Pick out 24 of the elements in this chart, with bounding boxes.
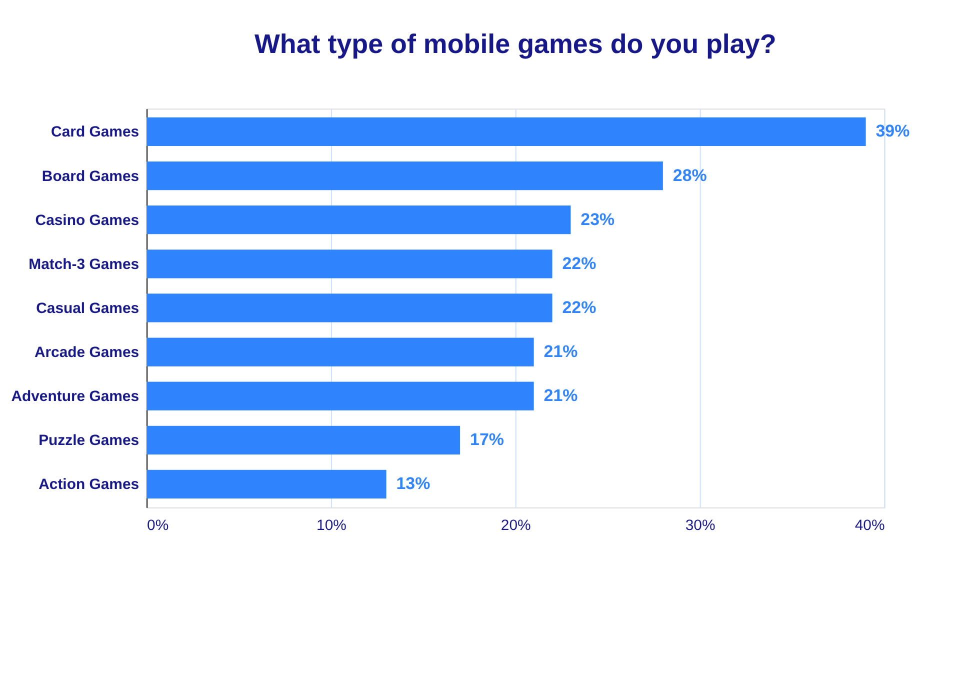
chart-title: What type of mobile games do you play? [254,28,776,59]
y-tick-label: Card Games [51,124,140,141]
data-label: 13% [396,474,430,494]
x-tick-label: 30% [685,516,716,534]
data-label: 28% [672,166,707,185]
data-label: 23% [580,210,615,229]
y-tick-label: Casual Games [36,300,140,317]
y-tick-label: Action Games [38,476,140,494]
x-tick-label: 40% [854,516,885,534]
x-tick-label: 20% [500,516,531,534]
data-label: 17% [470,430,504,450]
x-tick-label: 10% [316,516,346,534]
y-tick-label: Casino Games [35,212,140,229]
y-tick-label: Puzzle Games [38,432,140,450]
y-tick-label: Adventure Games [11,388,140,406]
data-label: 39% [876,122,910,141]
y-tick-label: Match-3 Games [28,256,140,273]
data-label: 22% [562,254,596,273]
y-tick-label: Board Games [42,168,140,185]
data-label: 21% [544,342,578,362]
data-label: 21% [544,386,578,406]
x-tick-label: 0% [147,516,169,534]
data-label: 22% [562,298,596,317]
y-tick-label: Arcade Games [34,344,140,362]
